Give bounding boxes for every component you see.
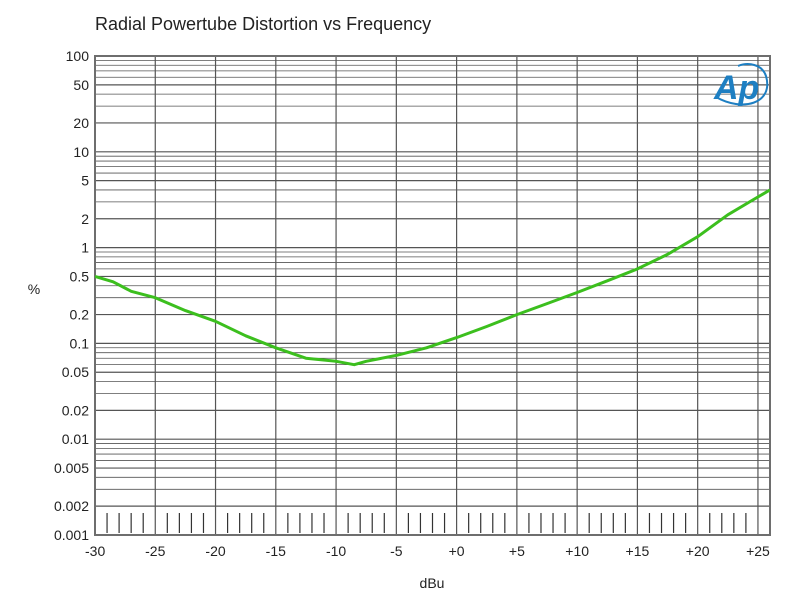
y-tick-label: 0.5: [70, 268, 90, 284]
x-tick-label: -5: [390, 543, 403, 559]
y-tick-label: 0.02: [62, 402, 89, 418]
ap-logo-icon: Ap: [713, 63, 769, 107]
y-tick-label: 0.05: [62, 364, 89, 380]
y-tick-label: 5: [81, 173, 89, 189]
series-line: [95, 188, 770, 367]
x-axis-tick-labels: -30 -25 -20 -15 -10 -5 +0 +5 +10 +15 +20 +25: [85, 543, 770, 559]
x-axis-label: dBu: [420, 575, 445, 591]
y-tick-label: 1: [81, 240, 89, 256]
minor-tick-marks: [106, 513, 771, 533]
x-tick-label: -15: [266, 543, 286, 559]
x-tick-label: -20: [205, 543, 225, 559]
series-layer: [95, 188, 770, 367]
x-tick-label: +15: [626, 543, 650, 559]
y-tick-label: 0.005: [54, 460, 89, 476]
y-tick-label: 50: [73, 77, 89, 93]
x-tick-label: +0: [449, 543, 465, 559]
y-tick-label: 0.001: [54, 527, 89, 543]
y-tick-label: 0.01: [62, 431, 89, 447]
x-tick-label: +25: [746, 543, 770, 559]
x-tick-label: +5: [509, 543, 525, 559]
x-tick-label: +20: [686, 543, 710, 559]
y-tick-label: 10: [73, 144, 89, 160]
x-tick-label: -30: [85, 543, 105, 559]
chart-title: Radial Powertube Distortion vs Frequency: [95, 14, 432, 34]
logo-text: Ap: [713, 69, 759, 107]
y-axis-tick-labels: 100 50 20 10 5 2 1 0.5 0.2 0.1 0.05 0.02 0.01 0.005 0.…: [54, 48, 89, 543]
y-tick-label: 0.2: [70, 307, 90, 323]
plot-border: [94, 55, 771, 536]
y-tick-label: 2: [81, 211, 89, 227]
y-axis-label: %: [28, 281, 40, 297]
y-tick-label: 20: [73, 115, 89, 131]
x-tick-label: -10: [326, 543, 346, 559]
y-tick-label: 0.002: [54, 498, 89, 514]
x-tick-label: +10: [565, 543, 589, 559]
grid-lines: [94, 56, 770, 536]
y-tick-label: 100: [66, 48, 90, 64]
x-tick-label: -25: [145, 543, 165, 559]
y-tick-label: 0.1: [70, 335, 90, 351]
